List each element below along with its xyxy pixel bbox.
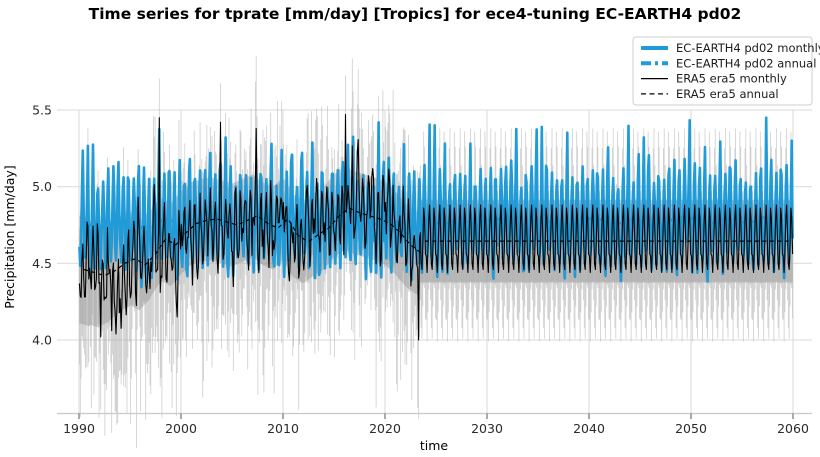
x-tick-label: 2040: [573, 421, 605, 436]
legend-item-label: EC-EARTH4 pd02 annual: [676, 56, 816, 70]
legend-box: [632, 36, 813, 106]
x-tick-label: 2000: [165, 421, 197, 436]
chart-title: Time series for tprate [mm/day] [Tropics…: [89, 5, 742, 23]
x-tick-label: 2050: [675, 421, 707, 436]
y-tick-label: 4.5: [32, 256, 52, 271]
legend-item-label: EC-EARTH4 pd02 monthly: [676, 41, 820, 55]
series-lines: [78, 114, 794, 341]
y-tick-label: 5.0: [32, 179, 52, 194]
era5-monthly-line: [78, 114, 794, 341]
y-tick-label: 4.0: [32, 333, 52, 348]
legend-item-label: ERA5 era5 monthly: [676, 72, 787, 86]
x-tick-label: 2020: [369, 421, 401, 436]
x-tick-label: 2010: [267, 421, 299, 436]
x-tick-label: 1990: [63, 421, 95, 436]
x-tick-label: 2060: [777, 421, 809, 436]
x-axis-label: time: [420, 438, 449, 453]
x-axis: 1990 2000 2010 2020 2030 2040 2050 2060: [57, 412, 812, 436]
era5-annual-line-obs: [83, 207, 422, 277]
y-tick-label: 5.5: [32, 103, 52, 118]
legend-item-label: ERA5 era5 annual: [676, 87, 779, 101]
y-axis-label: Precipitation [mm/day]: [2, 165, 17, 308]
x-tick-label: 2030: [471, 421, 503, 436]
y-axis: 4.0 4.5 5.0 5.5: [32, 103, 52, 348]
